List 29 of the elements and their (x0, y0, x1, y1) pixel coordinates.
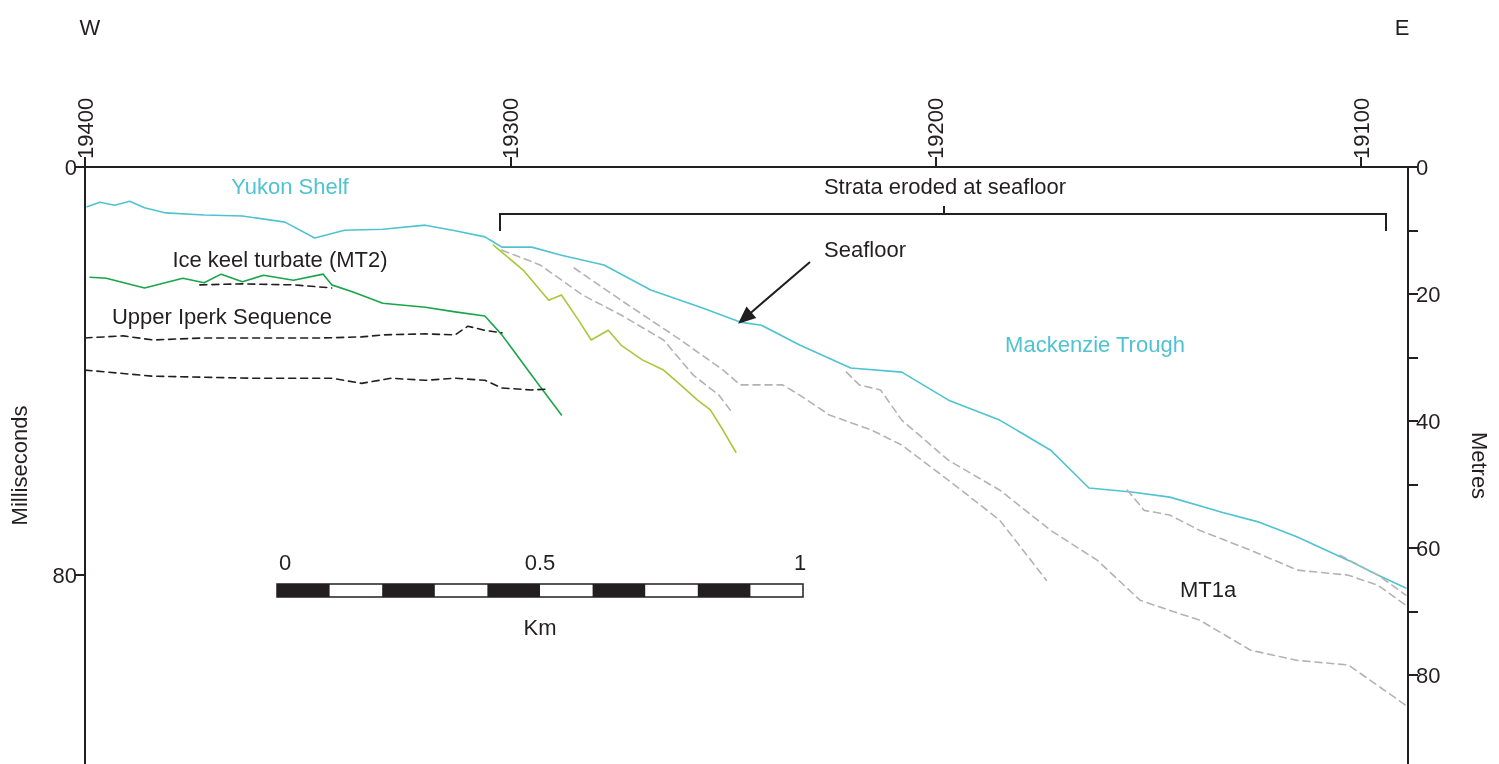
line-series (1126, 489, 1407, 607)
x-tick-label: 19100 (1348, 97, 1374, 159)
text: E (1394, 15, 1410, 41)
annotation: 1 (793, 550, 807, 576)
line-series (89, 273, 563, 416)
y2-tick-label: 80 (1416, 662, 1441, 688)
annotation: Upper Iperk Sequence (111, 304, 333, 330)
y-axis-title: Milliseconds (6, 405, 32, 526)
annotation: MT1a (1179, 577, 1237, 603)
y2-tick-label: 60 (1416, 535, 1441, 561)
y2-tick-label: 20 (1416, 281, 1441, 307)
x-tick-label: 19300 (497, 97, 523, 159)
annotation: Mackenzie Trough (1005, 332, 1185, 358)
y2-axis-title: Metres (1466, 431, 1492, 500)
line-series (501, 249, 733, 413)
y2-tick-label: 0 (1416, 154, 1429, 180)
annotation: Km (523, 615, 557, 641)
text: W (79, 15, 101, 41)
x-tick-label: 19400 (72, 97, 98, 159)
annotation: 0.5 (524, 550, 556, 576)
annotation: Yukon Shelf (231, 174, 349, 200)
y2-tick-label: 40 (1416, 408, 1441, 434)
line-series (492, 244, 737, 454)
annotation: 0 (278, 550, 292, 576)
x-tick-label: 19200 (923, 97, 949, 159)
line-series (845, 371, 1407, 707)
annotation: Seafloor (824, 237, 906, 263)
annotation: Ice keel turbate (MT2) (172, 247, 388, 273)
annotation: Strata eroded at seafloor (823, 174, 1067, 200)
